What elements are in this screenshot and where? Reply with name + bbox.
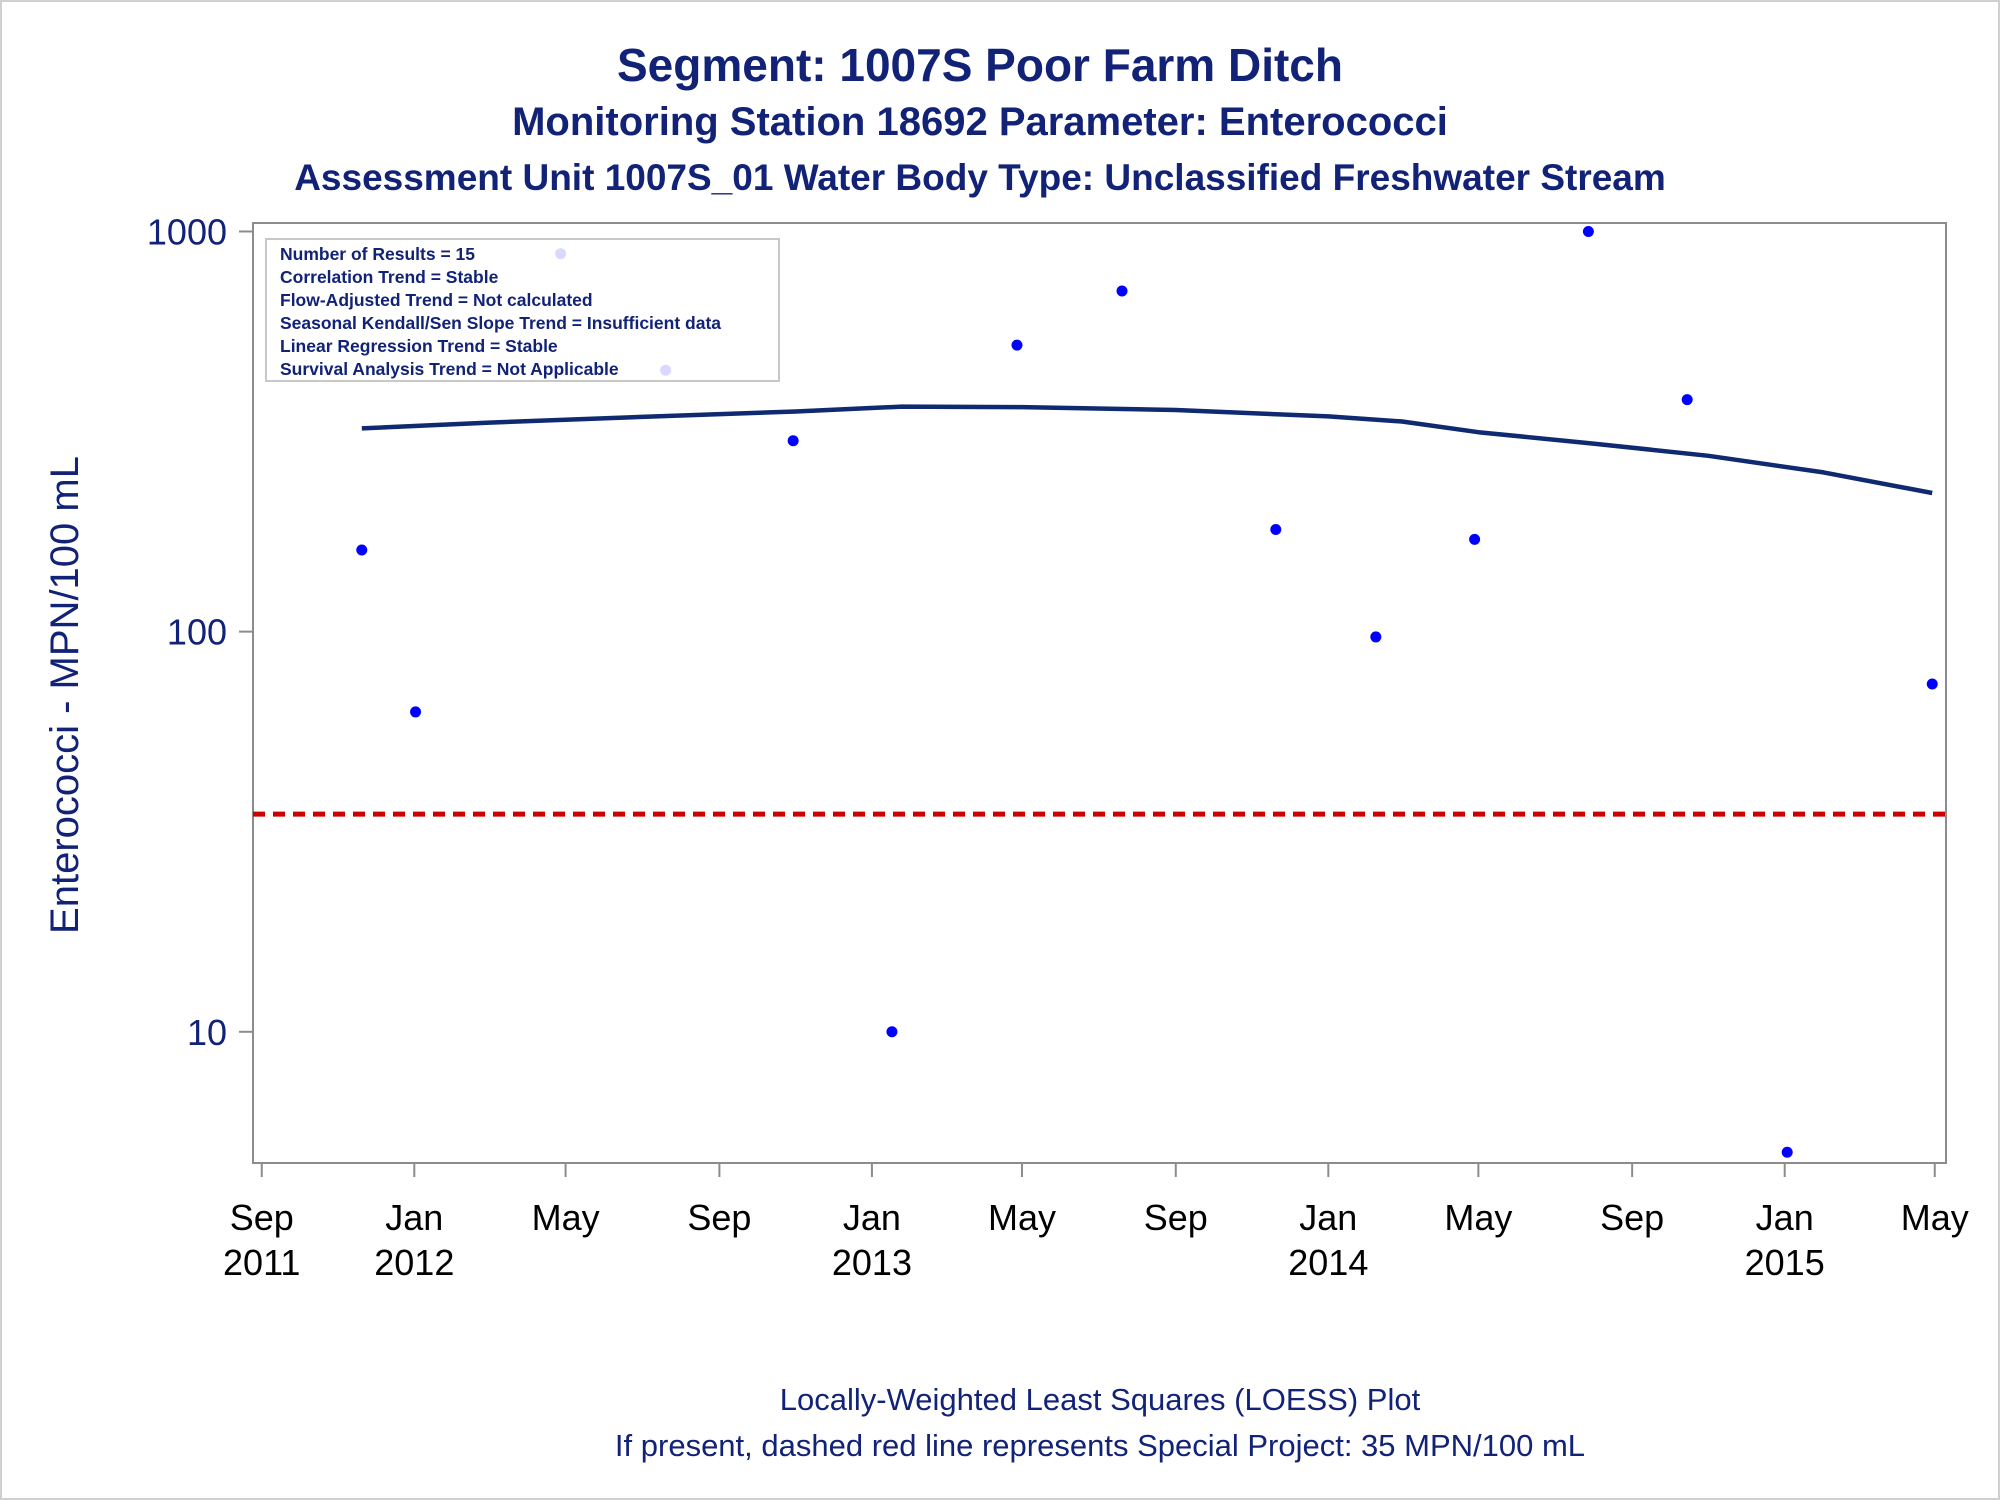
data-point (1582, 225, 1594, 237)
data-point (1270, 523, 1282, 535)
chart-subtitle-station: Monitoring Station 18692 Parameter: Ente… (512, 100, 1448, 144)
x-tick-label: Jan (1756, 1197, 1814, 1238)
stats-line: Correlation Trend = Stable (280, 267, 499, 287)
loess-curve-layer (361, 404, 1933, 496)
plot-area (252, 222, 1947, 1164)
data-point (1926, 678, 1938, 690)
x-tick-year-label: 2015 (1745, 1242, 1825, 1283)
x-tick-label: May (532, 1197, 600, 1238)
x-tick-label: Sep (1600, 1197, 1664, 1238)
data-point (787, 435, 799, 447)
x-tick-label: Jan (843, 1197, 901, 1238)
chart-subtitle-assessment: Assessment Unit 1007S_01 Water Body Type… (294, 157, 1666, 198)
x-tick-label: Jan (1299, 1197, 1357, 1238)
x-tick-label: Jan (385, 1197, 443, 1238)
x-tick-label: Sep (230, 1197, 294, 1238)
footer-reference-note: If present, dashed red line represents S… (614, 1428, 1586, 1463)
stats-box-border (265, 238, 780, 382)
y-tick-label: 1000 (147, 211, 227, 252)
data-point (886, 1026, 898, 1038)
y-tick-label: 10 (187, 1012, 227, 1053)
stats-line: Number of Results = 15 (280, 244, 475, 264)
data-point (410, 706, 422, 718)
stats-line: Survival Analysis Trend = Not Applicable (280, 359, 619, 379)
stats-line: Seasonal Kendall/Sen Slope Trend = Insuf… (280, 313, 721, 333)
x-tick-year-label: 2014 (1288, 1242, 1368, 1283)
data-point (1781, 1146, 1793, 1158)
data-point (1116, 285, 1128, 297)
loess-curve (361, 404, 1933, 496)
footer-method-note: Locally-Weighted Least Squares (LOESS) P… (779, 1382, 1421, 1417)
data-point (1681, 394, 1693, 406)
stats-box: Number of Results = 15 Correlation Trend … (265, 238, 780, 382)
x-tick-label: Sep (687, 1197, 751, 1238)
chart-title: Segment: 1007S Poor Farm Ditch (617, 39, 1343, 91)
plot-border (252, 222, 1947, 1164)
data-point (1469, 533, 1481, 545)
y-tick-label: 100 (167, 612, 227, 653)
x-tick-label: May (988, 1197, 1056, 1238)
x-tick-label: Sep (1144, 1197, 1208, 1238)
y-axis: 10 100 1000 (147, 211, 253, 1053)
y-axis-label: Enterococci - MPN/100 mL (43, 456, 87, 934)
data-point (356, 544, 368, 556)
x-tick-label: May (1901, 1197, 1969, 1238)
x-tick-label: May (1444, 1197, 1512, 1238)
data-point (1370, 631, 1382, 643)
stats-line: Flow-Adjusted Trend = Not calculated (280, 290, 593, 310)
stats-line: Linear Regression Trend = Stable (280, 336, 558, 356)
x-tick-year-label: 2011 (223, 1242, 300, 1283)
data-point (1011, 339, 1023, 351)
x-tick-year-label: 2013 (832, 1242, 912, 1283)
x-tick-year-label: 2012 (374, 1242, 454, 1283)
